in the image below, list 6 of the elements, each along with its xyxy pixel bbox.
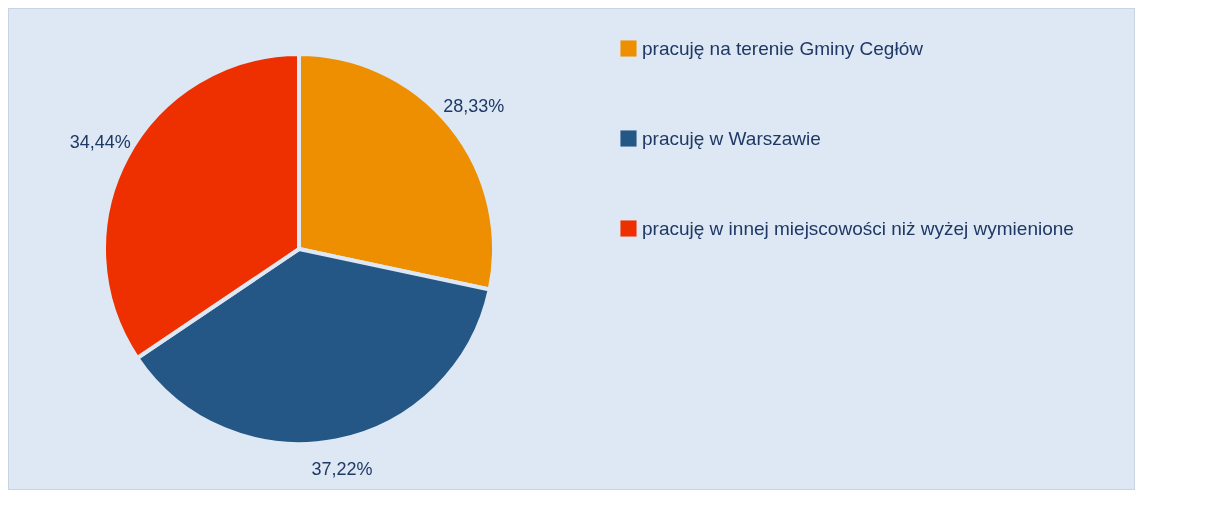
- data-label: 34,44%: [69, 132, 131, 153]
- legend-label: pracuję w Warszawie: [642, 127, 821, 149]
- legend-label: pracuję na terenie Gminy Cegłów: [642, 37, 924, 59]
- data-label: 37,22%: [311, 458, 373, 479]
- legend-label: pracuję w innej miejscowości niż wyżej wymienione: [642, 217, 1074, 239]
- data-label: 28,33%: [443, 96, 505, 117]
